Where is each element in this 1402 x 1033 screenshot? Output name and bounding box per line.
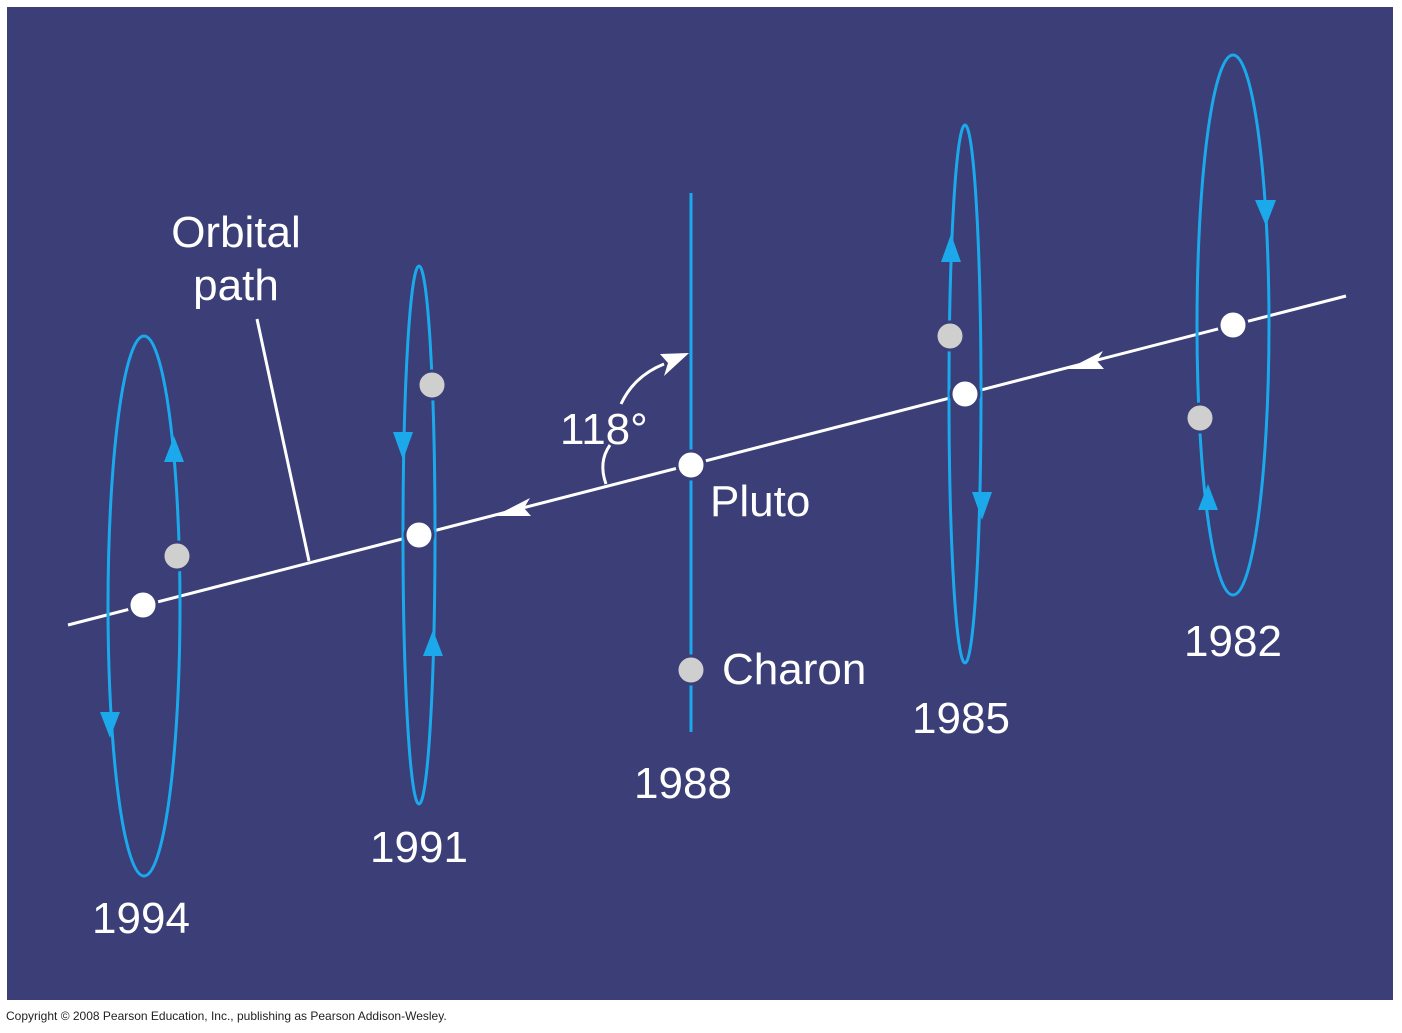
- angle-pointer-arrow: [660, 353, 689, 376]
- orbital-path-line: [67, 294, 1347, 627]
- pluto-1988: [675, 449, 707, 481]
- charon-label: Charon: [722, 645, 866, 694]
- orbital-path-pointer: [255, 318, 311, 562]
- orbit-1991: [393, 264, 443, 806]
- orbital-path-label-line1: Orbital: [171, 208, 301, 257]
- pluto-label: Pluto: [710, 477, 810, 526]
- angle-pointer: [619, 362, 665, 405]
- charon-1985: [934, 320, 966, 352]
- pluto-1985: [949, 378, 981, 410]
- path-arrow-right: [1068, 351, 1104, 369]
- year-label-1982: 1982: [1184, 617, 1282, 666]
- pluto-1991: [403, 519, 435, 551]
- copyright-notice: Copyright © 2008 Pearson Education, Inc.…: [6, 1009, 447, 1023]
- pluto-1982: [1217, 309, 1249, 341]
- orbit-1994: [100, 334, 184, 878]
- angle-arc: [601, 444, 612, 485]
- charon-1994: [161, 540, 193, 572]
- path-arrow-left: [495, 498, 531, 516]
- year-label-1988: 1988: [634, 759, 732, 808]
- orbit-1985: [941, 123, 992, 665]
- pluto-1994: [127, 589, 159, 621]
- orbit-1982: [1195, 53, 1276, 597]
- bodies: [127, 309, 1249, 686]
- year-label-1985: 1985: [912, 694, 1010, 743]
- charon-1982: [1184, 402, 1216, 434]
- year-label-1994: 1994: [92, 894, 190, 943]
- year-label-1991: 1991: [370, 823, 468, 872]
- orbital-path-label-line2: path: [193, 261, 279, 310]
- charon-1988: [675, 654, 707, 686]
- angle-label: 118°: [560, 405, 648, 454]
- charon-1991: [416, 369, 448, 401]
- diagram-background: [7, 7, 1393, 1000]
